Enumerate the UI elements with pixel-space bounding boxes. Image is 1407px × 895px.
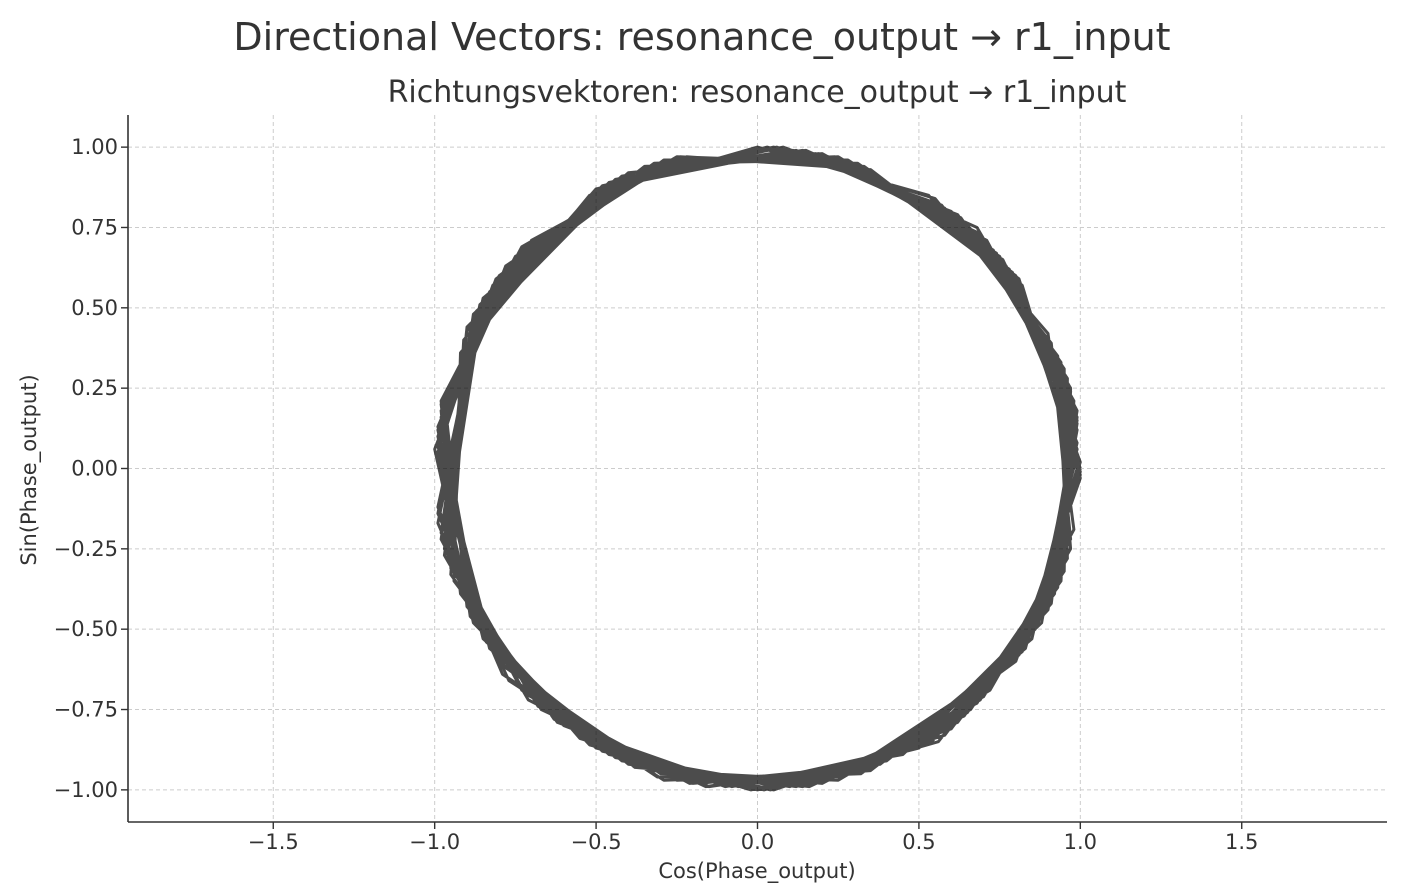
series-line-0: [433, 145, 1082, 792]
vector-lines: [433, 145, 1082, 792]
y-tick-label: −1.00: [54, 778, 118, 802]
x-tick-label: 1.0: [1064, 830, 1097, 854]
chart-subtitle: Richtungsvektoren: resonance_output → r1…: [388, 75, 1127, 110]
y-tick-label: −0.50: [54, 617, 118, 641]
y-axis-ticks: 1.00 0.75 0.50 0.25 0.00 −0.25 −0.50 −0.75 −1.00: [54, 135, 128, 802]
grid-lines: [128, 115, 1387, 822]
x-tick-label: 1.5: [1225, 830, 1258, 854]
x-tick-label: −0.5: [571, 830, 622, 854]
chart-title: Directional Vectors: resonance_output → …: [233, 15, 1170, 59]
y-tick-label: −0.25: [54, 537, 118, 561]
y-tick-label: 0.50: [71, 296, 118, 320]
y-tick-label: 1.00: [71, 135, 118, 159]
x-tick-label: 0.0: [741, 830, 774, 854]
x-tick-label: −1.0: [409, 830, 460, 854]
y-tick-label: −0.75: [54, 698, 118, 722]
x-tick-label: −1.5: [248, 830, 299, 854]
y-tick-label: 0.00: [71, 457, 118, 481]
x-axis-label: Cos(Phase_output): [658, 859, 855, 884]
x-tick-label: 0.5: [902, 830, 935, 854]
x-axis-ticks: −1.5 −1.0 −0.5 0.0 0.5 1.0 1.5: [248, 822, 1258, 854]
y-tick-label: 0.75: [71, 215, 118, 239]
y-axis-label: Sin(Phase_output): [17, 374, 42, 565]
y-tick-label: 0.25: [71, 376, 118, 400]
